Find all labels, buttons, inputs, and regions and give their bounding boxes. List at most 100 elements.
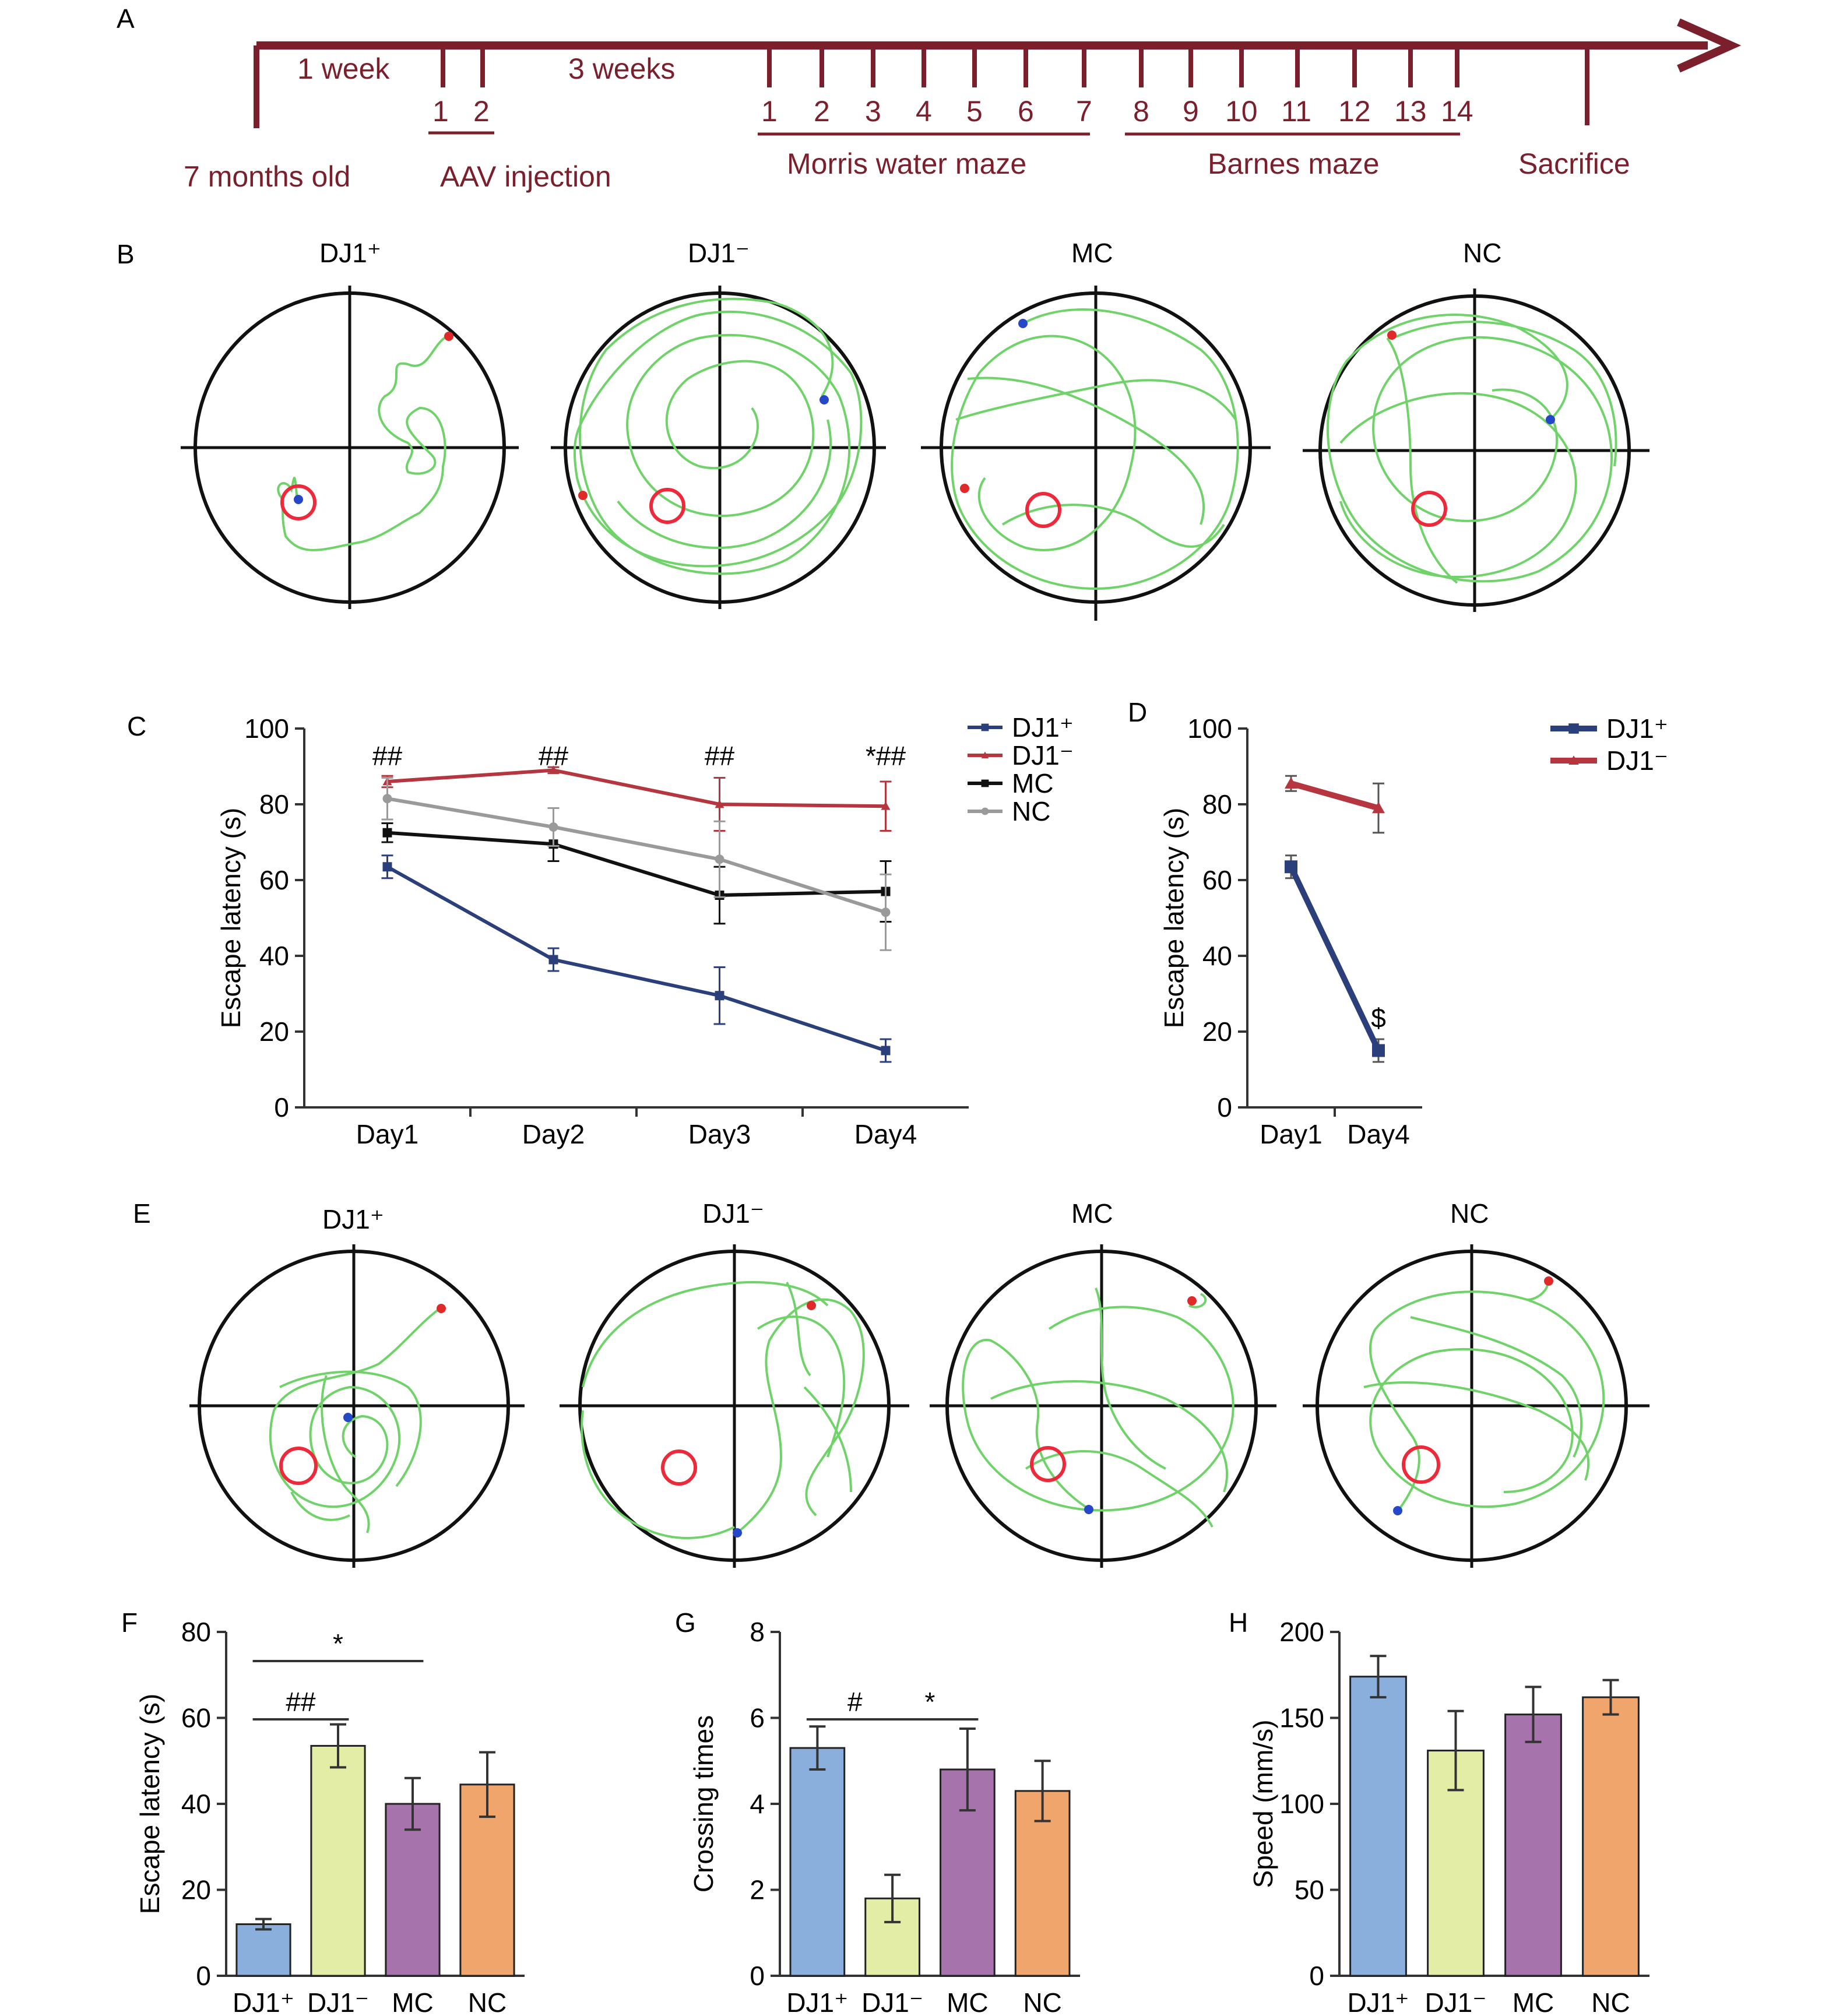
x-tick-label: DJ1⁻ xyxy=(307,1987,369,2016)
arena-title: DJ1⁻ xyxy=(688,238,750,268)
y-tick-label: 0 xyxy=(274,1092,289,1123)
start-dot xyxy=(1018,319,1028,328)
data-point xyxy=(382,828,392,838)
label-barnes-maze: Barnes maze xyxy=(1208,147,1380,180)
arena-e-dj1plus: DJ1⁺ xyxy=(189,1204,525,1568)
data-point xyxy=(715,854,724,864)
x-tick-label: Day2 xyxy=(522,1119,585,1149)
start-dot xyxy=(343,1413,353,1422)
x-tick-label: Day3 xyxy=(688,1119,751,1149)
legend-marker xyxy=(981,723,989,731)
chart-d: D 0 20 40 60 80 100 Day1 Day4 Escape latency (s)… xyxy=(1128,697,1668,1149)
start-dot xyxy=(1393,1506,1402,1515)
x-tick-label: Day1 xyxy=(1260,1119,1322,1149)
bar xyxy=(1504,1714,1562,1977)
data-point xyxy=(881,907,891,917)
swim-path xyxy=(962,1287,1234,1528)
label-morris-water-maze: Morris water maze xyxy=(787,147,1026,180)
start-dot xyxy=(819,395,829,404)
y-tick-label: 0 xyxy=(196,1961,211,1991)
x-tick-label: Day4 xyxy=(1347,1119,1409,1149)
chart-f: 0 20 40 60 80 Escape latency (s) DJ1⁺ DJ1⁻ MC NC #… xyxy=(135,1617,525,2016)
platform-ring xyxy=(1402,1445,1440,1484)
data-point xyxy=(715,991,724,1001)
x-tick-label: Day1 xyxy=(356,1119,418,1149)
y-axis-label: Escape latency (s) xyxy=(1159,808,1189,1028)
series-line xyxy=(387,768,886,808)
significance-label: * xyxy=(333,1628,343,1659)
arena-e-mc: MC xyxy=(930,1198,1276,1568)
y-tick-label: 40 xyxy=(1202,941,1232,971)
arena-b-dj1plus: DJ1⁺ xyxy=(181,238,519,609)
legend-label: DJ1⁻ xyxy=(1606,745,1668,776)
legend-label: NC xyxy=(1012,796,1050,826)
legend-label: DJ1⁺ xyxy=(1606,713,1668,744)
mwm-day-label: 3 xyxy=(865,95,881,128)
y-tick-label: 2 xyxy=(750,1875,765,1905)
swim-path xyxy=(573,297,863,575)
end-dot xyxy=(807,1301,816,1310)
timeline-arrowhead xyxy=(1677,18,1742,73)
y-axis-label: Escape latency (s) xyxy=(216,808,246,1028)
legend-marker xyxy=(1568,723,1579,734)
barnes-day-label: 9 xyxy=(1183,95,1199,128)
y-tick-label: 60 xyxy=(259,865,289,895)
panel-label-c: C xyxy=(127,711,146,741)
y-tick-label: 20 xyxy=(259,1016,289,1047)
end-dot xyxy=(444,332,453,341)
label-1-week: 1 week xyxy=(297,52,390,85)
start-dot xyxy=(1546,415,1555,424)
data-point xyxy=(881,801,891,810)
x-tick-label: Day4 xyxy=(854,1119,917,1149)
barnes-day-label: 8 xyxy=(1133,95,1149,128)
barnes-day-label: 11 xyxy=(1281,95,1311,128)
panel-label-b: B xyxy=(117,239,135,269)
barnes-day-label: 10 xyxy=(1225,95,1258,128)
x-tick-label: MC xyxy=(392,1987,434,2016)
x-tick-label: MC xyxy=(947,1987,989,2016)
chart-c: C 0 20 40 60 80 100 Day1 Day2 Day3 Day4 Escape lat… xyxy=(127,711,1074,1149)
chart-h: 0 50 100 150 200 Speed (mm/s) DJ1⁺ DJ1⁻ MC NC xyxy=(1248,1617,1649,2016)
label-3-weeks: 3 weeks xyxy=(568,52,675,85)
swim-path xyxy=(1327,314,1617,584)
significance-label: ## xyxy=(286,1687,316,1717)
swim-path xyxy=(581,1281,865,1539)
arena-title: MC xyxy=(1071,238,1113,268)
arena-title: DJ1⁺ xyxy=(322,1204,384,1234)
y-tick-label: 40 xyxy=(259,941,289,971)
x-tick-label: DJ1⁺ xyxy=(1347,1987,1409,2016)
arena-title: NC xyxy=(1463,238,1501,268)
x-tick-label: NC xyxy=(1591,1987,1630,2016)
y-tick-label: 8 xyxy=(750,1617,765,1647)
y-tick-label: 60 xyxy=(181,1703,211,1733)
y-tick-label: 100 xyxy=(1279,1789,1324,1819)
mwm-day-label: 4 xyxy=(916,95,932,128)
arena-title: MC xyxy=(1071,1198,1113,1229)
y-tick-label: 80 xyxy=(181,1617,211,1647)
end-dot xyxy=(960,484,969,493)
x-tick-label: DJ1⁺ xyxy=(233,1987,294,2016)
injection-day-2: 2 xyxy=(473,95,490,128)
y-tick-label: 0 xyxy=(750,1961,765,1991)
significance-label: * xyxy=(925,1687,935,1717)
swim-paths-probe: E DJ1⁺ DJ1⁻ MC xyxy=(133,1198,1649,1568)
x-tick-label: DJ1⁺ xyxy=(786,1987,848,2016)
legend-marker xyxy=(981,779,989,787)
series-line xyxy=(386,865,887,1053)
series-line xyxy=(386,797,887,914)
x-tick-label: DJ1⁻ xyxy=(861,1987,923,2016)
panel-label-a: A xyxy=(117,3,135,34)
chart-g: 0 2 4 6 8 Crossing times DJ1⁺ DJ1⁻ MC NC # * xyxy=(688,1617,1080,2016)
bar xyxy=(385,1803,441,1977)
data-point xyxy=(548,955,558,965)
y-tick-label: 20 xyxy=(181,1875,211,1905)
barnes-day-label: 13 xyxy=(1394,95,1427,128)
platform-ring xyxy=(280,484,316,520)
legend-marker xyxy=(981,807,989,815)
y-axis-label: Speed (mm/s) xyxy=(1248,1720,1278,1888)
x-tick-label: NC xyxy=(1023,1987,1061,2016)
panel-label-f: F xyxy=(121,1607,138,1638)
injection-day-1: 1 xyxy=(432,95,449,128)
